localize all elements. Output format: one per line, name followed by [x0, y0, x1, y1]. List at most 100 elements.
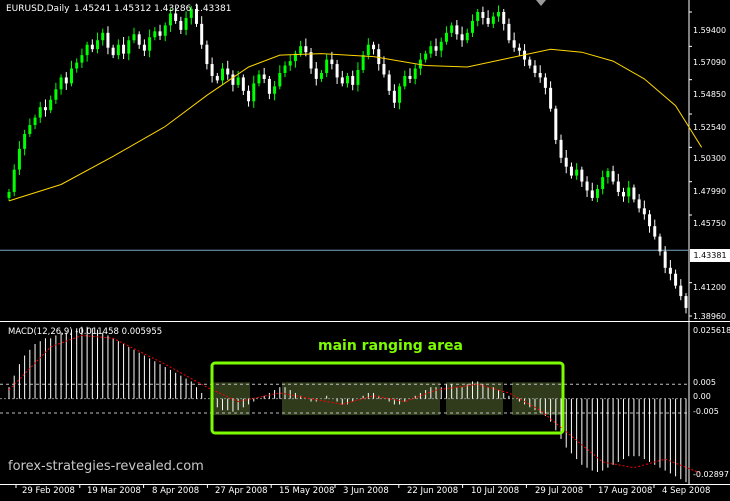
candle-body [132, 34, 136, 41]
candle-body [418, 59, 422, 69]
candle-body [283, 65, 287, 73]
candle-body [413, 68, 417, 79]
candle-body [90, 44, 94, 50]
candle-body [314, 68, 318, 79]
ohlc-readout: 1.45241 1.45312 1.43286 1.43381 [74, 4, 232, 14]
symbol-label: EURUSD,Daily [6, 4, 70, 14]
price-tick: 1.47990 [693, 187, 727, 196]
candle-body [28, 125, 32, 134]
candle-body [168, 13, 172, 26]
date-tick: 3 Jun 2008 [343, 486, 389, 496]
candle-body [648, 214, 652, 227]
candle-body [340, 77, 344, 84]
candle-body [601, 177, 605, 189]
macd-tick: -0.02897 [693, 470, 729, 479]
candle-body [481, 12, 485, 18]
candle-body [637, 199, 641, 209]
date-tick: 10 Jul 2008 [471, 486, 520, 496]
candle-body [632, 187, 636, 200]
candle-body [455, 25, 459, 35]
candle-body [491, 16, 495, 24]
candle-body [122, 44, 126, 54]
date-tick: 27 Apr 2008 [215, 486, 268, 496]
macd-signal-line [8, 334, 702, 474]
candle-body [392, 90, 396, 103]
candle-body [387, 74, 391, 91]
candle-body [85, 44, 89, 56]
candle-body [309, 52, 313, 69]
candle-body [533, 65, 537, 73]
candle-body [267, 78, 271, 94]
candle-body [351, 75, 355, 85]
candle-body [262, 74, 266, 79]
candle-body [575, 169, 579, 176]
candle-body [476, 12, 480, 21]
candle-body [549, 87, 553, 109]
candle-body [356, 70, 360, 85]
price-tick: 1.54850 [693, 90, 727, 99]
date-tick: 8 Apr 2008 [152, 486, 200, 496]
date-tick: 19 Mar 2008 [87, 486, 141, 496]
candle-body [569, 166, 573, 176]
candle-body [69, 68, 73, 84]
candle-body [221, 68, 225, 81]
candle-body [674, 273, 678, 286]
date-tick: 4 Sep 2008 [662, 486, 711, 496]
candle-body [585, 181, 589, 191]
candle-body [517, 47, 521, 51]
candle-body [606, 171, 610, 178]
candle-body [512, 40, 516, 48]
candle-body [179, 20, 183, 30]
price-tick: 1.45750 [693, 219, 727, 228]
macd-label: MACD(12,26,9) -0.011458 0.005955 [8, 327, 163, 337]
date-tick: 29 Feb 2008 [22, 486, 75, 496]
candle-body [580, 169, 584, 182]
candle-body [226, 68, 230, 75]
ranging-area-annotation: main ranging area [318, 338, 463, 354]
candle-body [497, 12, 501, 17]
candle-body [106, 32, 110, 48]
candle-body [252, 83, 256, 102]
candle-body [595, 188, 599, 198]
candle-body [361, 55, 365, 71]
candle-body [158, 31, 162, 36]
candle-body [470, 20, 474, 33]
candle-body [559, 139, 563, 158]
candle-body [330, 59, 334, 65]
candle-body [543, 77, 547, 88]
candle-body [642, 208, 646, 215]
candle-body [622, 191, 626, 197]
candle-body [23, 133, 27, 149]
chart-shift-marker-icon[interactable] [536, 0, 546, 6]
date-tick: 22 Jun 2008 [407, 486, 459, 496]
candle-body [278, 72, 282, 87]
candle-body [288, 61, 292, 66]
candle-body [627, 187, 631, 197]
candle-body [142, 44, 146, 51]
ranging-shade [446, 382, 503, 416]
candle-body [611, 171, 615, 182]
date-tick: 15 May 2008 [279, 486, 335, 496]
candle-body [398, 86, 402, 103]
candle-body [96, 40, 100, 50]
candle-body [210, 64, 214, 76]
watermark: forex-strategies-revealed.com [8, 459, 204, 474]
candle-body [59, 77, 63, 90]
candle-body [590, 190, 594, 198]
candle-body [304, 46, 308, 53]
candle-body [75, 62, 79, 69]
candle-body [564, 157, 568, 167]
macd-tick: -0.005 [693, 407, 719, 416]
candle-body [137, 34, 141, 45]
candle-body [215, 75, 219, 81]
price-tick: 1.50300 [693, 154, 727, 163]
candle-body [429, 46, 433, 54]
candle-body [403, 75, 407, 87]
candle-body [43, 107, 47, 111]
candle-body [325, 59, 329, 73]
candle-body [377, 49, 381, 65]
candle-body [486, 17, 490, 24]
candle-body [231, 74, 235, 85]
